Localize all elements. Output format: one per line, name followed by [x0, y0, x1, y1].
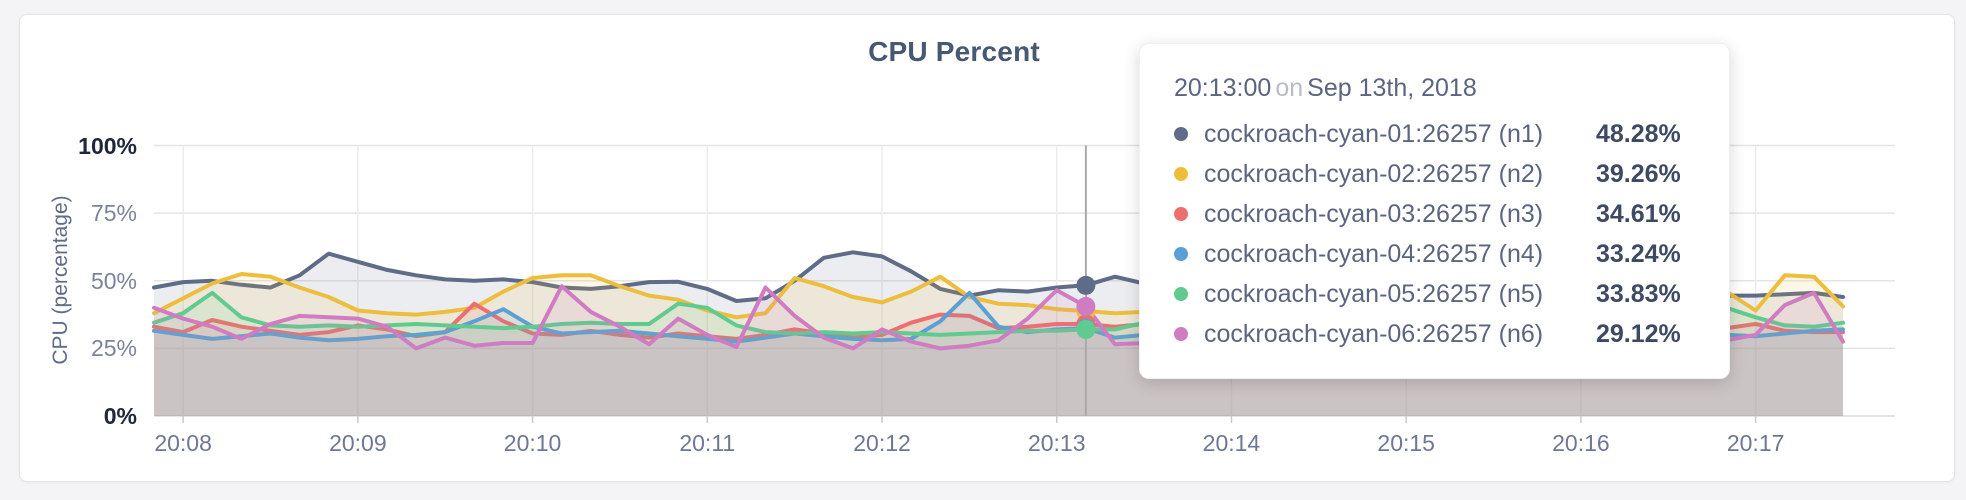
series-area-n4 — [154, 292, 1843, 416]
x-tick-label: 20:13 — [1027, 430, 1086, 456]
tooltip-series-name: cockroach-cyan-03:26257 (n3) — [1204, 199, 1544, 228]
series-color-dot — [1174, 127, 1188, 141]
x-tick-label: 20:08 — [154, 430, 212, 456]
tooltip-row: cockroach-cyan-05:26257 (n5) 33.83% — [1174, 274, 1695, 314]
series-color-dot — [1174, 167, 1188, 181]
tooltip-date: Sep 13th, 2018 — [1307, 74, 1477, 102]
tooltip-row: cockroach-cyan-03:26257 (n3) 34.61% — [1174, 194, 1695, 234]
y-tick-label: 75% — [90, 200, 137, 227]
tooltip-series-name: cockroach-cyan-05:26257 (n5) — [1204, 279, 1544, 308]
tooltip-header: 20:13:00 on Sep 13th, 2018 — [1174, 70, 1695, 106]
tooltip-rows: cockroach-cyan-01:26257 (n1) 48.28% cockro… — [1174, 114, 1695, 354]
tooltip-row: cockroach-cyan-04:26257 (n4) 33.24% — [1174, 234, 1695, 274]
x-tick-label: 20:17 — [1726, 430, 1785, 456]
y-tick-label: 50% — [90, 267, 137, 294]
x-tick-label: 20:09 — [329, 430, 387, 456]
x-tick-label: 20:10 — [503, 430, 562, 456]
tooltip-series-name: cockroach-cyan-04:26257 (n4) — [1204, 239, 1544, 268]
x-tick-label: 20:11 — [679, 430, 736, 456]
hover-dot-n6 — [1076, 296, 1096, 316]
tooltip-connector: on — [1275, 74, 1304, 102]
series-color-dot — [1174, 207, 1188, 221]
x-tick-label: 20:14 — [1202, 430, 1261, 456]
hover-dot-n5 — [1076, 319, 1096, 339]
x-tick-label: 20:12 — [853, 430, 911, 456]
chart-title: CPU Percent — [868, 36, 1040, 67]
series-color-dot — [1174, 327, 1188, 341]
y-tick-label: 0% — [103, 403, 137, 429]
tooltip-series-value: 33.83% — [1596, 279, 1681, 308]
tooltip-series-name: cockroach-cyan-06:26257 (n6) — [1204, 319, 1544, 348]
tooltip-series-value: 33.24% — [1596, 239, 1681, 268]
series-color-dot — [1174, 287, 1188, 301]
tooltip-series-value: 34.61% — [1596, 199, 1681, 228]
tooltip-series-name: cockroach-cyan-01:26257 (n1) — [1204, 119, 1544, 148]
series-area-n6 — [154, 286, 1843, 416]
hover-dot-n1 — [1076, 275, 1096, 295]
series-color-dot — [1174, 247, 1188, 261]
chart-tooltip: 20:13:00 on Sep 13th, 2018 cockroach-cyan-… — [1139, 43, 1730, 379]
y-tick-label: 100% — [78, 132, 137, 159]
tooltip-row: cockroach-cyan-01:26257 (n1) 48.28% — [1174, 114, 1695, 154]
y-tick-label: 25% — [90, 335, 137, 362]
tooltip-time: 20:13:00 — [1174, 74, 1272, 102]
x-tick-label: 20:16 — [1552, 430, 1610, 456]
tooltip-series-value: 39.26% — [1596, 159, 1681, 188]
x-tick-label: 20:15 — [1377, 430, 1435, 456]
tooltip-series-name: cockroach-cyan-02:26257 (n2) — [1204, 159, 1544, 188]
tooltip-series-value: 29.12% — [1596, 319, 1681, 348]
tooltip-series-value: 48.28% — [1596, 119, 1681, 148]
tooltip-row: cockroach-cyan-02:26257 (n2) 39.26% — [1174, 154, 1695, 194]
tooltip-row: cockroach-cyan-06:26257 (n6) 29.12% — [1174, 314, 1695, 354]
